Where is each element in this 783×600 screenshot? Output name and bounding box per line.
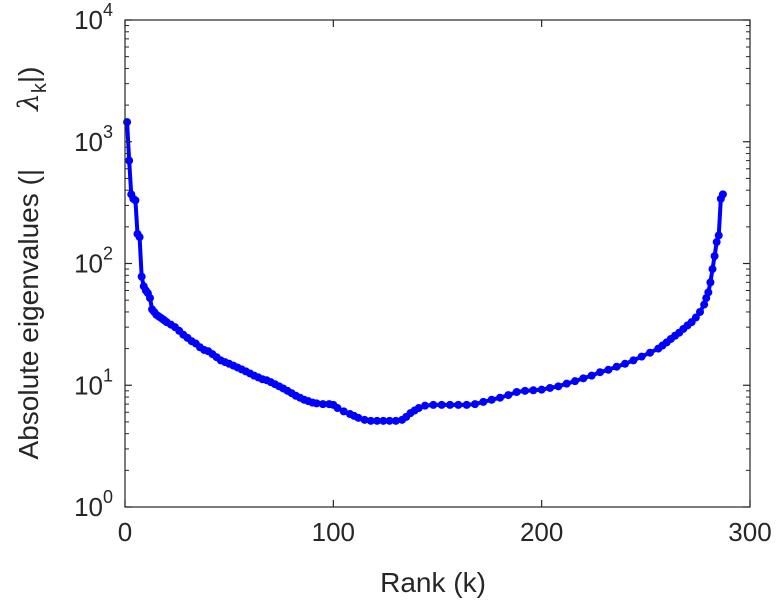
y-tick-exponent: 4 xyxy=(103,0,113,20)
data-point xyxy=(714,231,723,240)
data-point xyxy=(123,118,132,127)
data-point xyxy=(579,374,588,383)
data-point xyxy=(646,348,654,357)
data-point xyxy=(621,359,629,368)
y-tick-base: 10 xyxy=(74,249,103,279)
data-point xyxy=(691,313,700,322)
plot-area xyxy=(125,20,750,507)
data-point xyxy=(135,233,144,242)
data-point xyxy=(437,400,446,409)
data-point xyxy=(379,416,388,425)
y-tick-label: 102 xyxy=(74,244,113,279)
data-point xyxy=(354,413,363,422)
x-tick-label: 0 xyxy=(118,517,132,547)
data-point xyxy=(421,401,429,410)
data-point xyxy=(712,238,721,247)
y-tick-base: 10 xyxy=(74,492,103,522)
y-tick-label: 103 xyxy=(74,122,113,157)
y-tick-base: 10 xyxy=(74,5,103,35)
data-point xyxy=(708,265,717,274)
data-point xyxy=(710,252,719,261)
data-point xyxy=(462,400,471,409)
data-point xyxy=(125,156,134,165)
data-point xyxy=(360,415,369,424)
data-point xyxy=(587,371,596,380)
data-point xyxy=(706,278,715,287)
data-point xyxy=(537,385,546,394)
data-point xyxy=(629,356,638,365)
y-tick-label: 104 xyxy=(74,0,113,35)
x-tick-label: 100 xyxy=(312,517,355,547)
x-axis-ticks: 0 100 200 300 xyxy=(118,20,772,547)
data-point xyxy=(604,365,613,374)
data-point xyxy=(131,196,140,205)
y-tick-base: 10 xyxy=(74,370,103,400)
data-point xyxy=(429,400,438,409)
data-point xyxy=(512,388,521,397)
data-point xyxy=(137,272,146,281)
data-point xyxy=(496,393,504,402)
y-axis-label: Absolute eigenvalues (| λk|) xyxy=(12,67,51,460)
data-point xyxy=(612,362,621,371)
y-tick-exponent: 1 xyxy=(103,365,113,385)
y-axis-label-subscript: k xyxy=(29,82,51,93)
data-point xyxy=(146,294,154,303)
data-point xyxy=(521,386,529,395)
data-point xyxy=(700,300,709,309)
data-point xyxy=(596,368,604,377)
data-point xyxy=(704,288,713,297)
y-tick-label: 101 xyxy=(74,365,113,400)
data-point xyxy=(333,404,342,413)
x-axis-label: Rank (k) xyxy=(380,567,486,598)
data-point xyxy=(414,404,423,413)
y-tick-exponent: 2 xyxy=(103,244,113,264)
x-tick-label: 300 xyxy=(728,517,771,547)
data-point xyxy=(562,379,571,388)
data-point xyxy=(373,416,382,425)
data-point xyxy=(479,397,488,406)
data-point xyxy=(446,400,454,409)
data-point xyxy=(529,386,538,395)
data-point xyxy=(454,400,463,409)
y-axis-label-suffix: |) xyxy=(13,67,44,84)
data-point xyxy=(554,382,563,391)
y-tick-base: 10 xyxy=(74,127,103,157)
data-point xyxy=(487,395,496,404)
y-axis-label-prefix: Absolute eigenvalues (| xyxy=(13,169,44,460)
data-point xyxy=(471,400,479,409)
data-point xyxy=(391,416,400,425)
y-tick-exponent: 3 xyxy=(103,122,113,142)
series-layer xyxy=(123,118,727,425)
data-point xyxy=(571,377,579,386)
data-point xyxy=(504,391,513,400)
y-tick-label: 100 xyxy=(74,487,113,522)
data-point xyxy=(546,383,554,392)
data-point xyxy=(312,399,321,408)
data-point xyxy=(385,416,394,425)
data-point xyxy=(339,407,348,416)
data-point xyxy=(696,307,704,316)
data-point xyxy=(637,352,646,361)
data-point xyxy=(366,416,375,425)
y-axis-label-symbol: λ xyxy=(12,93,45,112)
x-tick-label: 200 xyxy=(520,517,563,547)
y-tick-exponent: 0 xyxy=(103,487,113,507)
svg-text:Absolute eigenvalues (|λk|): Absolute eigenvalues (| λk|) xyxy=(12,67,51,460)
data-point xyxy=(318,400,327,409)
data-point xyxy=(718,190,727,199)
